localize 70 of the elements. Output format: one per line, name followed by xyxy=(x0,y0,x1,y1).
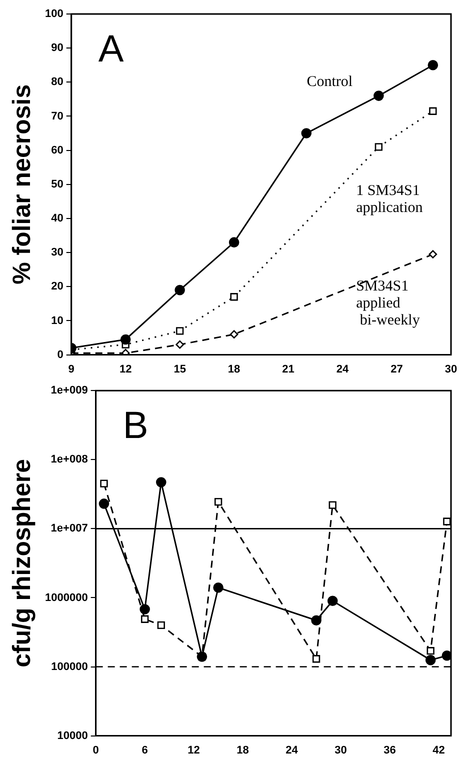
chart-title: B xyxy=(122,405,148,448)
y-tick-label: 1e+009 xyxy=(50,384,88,397)
y-tick-label: 40 xyxy=(51,212,64,225)
y-tick-label: 1000000 xyxy=(44,592,88,604)
y-tick-label: 1e+007 xyxy=(50,522,88,535)
point xyxy=(301,128,312,138)
point xyxy=(426,647,434,655)
x-tick-label: 12 xyxy=(188,744,200,756)
x-tick-label: 21 xyxy=(282,363,294,376)
point xyxy=(213,582,224,593)
point xyxy=(327,596,338,606)
point xyxy=(176,340,184,349)
y-tick-label: 30 xyxy=(51,246,64,259)
point xyxy=(140,604,150,614)
x-tick-label: 6 xyxy=(142,744,148,756)
y-tick-label: 1e+008 xyxy=(50,454,88,466)
chart-title: A xyxy=(98,28,124,70)
y-tick-label: 20 xyxy=(51,280,64,293)
y-tick-label: 0 xyxy=(57,348,64,361)
point xyxy=(328,501,336,509)
x-tick-label: 30 xyxy=(334,744,347,756)
point xyxy=(100,480,108,488)
x-tick-label: 24 xyxy=(286,744,299,756)
y-tick-label: 50 xyxy=(51,178,64,190)
x-tick-label: 0 xyxy=(92,744,99,756)
x-tick-label: 18 xyxy=(228,363,240,376)
x-tick-label: 9 xyxy=(68,363,74,376)
point xyxy=(121,348,130,355)
point xyxy=(214,498,222,506)
point xyxy=(428,250,438,258)
x-tick-label: 30 xyxy=(444,363,458,376)
y-tick-label: 90 xyxy=(51,42,64,54)
point xyxy=(311,615,322,626)
annotation: Control xyxy=(306,74,353,90)
point xyxy=(176,327,184,335)
point xyxy=(174,284,185,296)
point xyxy=(157,621,165,630)
x-tick-label: 18 xyxy=(236,744,249,756)
point xyxy=(228,237,240,248)
y-tick-label: 100 xyxy=(44,8,64,20)
y-tick-label: 10000 xyxy=(57,730,88,742)
x-tick-label: 15 xyxy=(174,363,186,376)
x-tick-label: 27 xyxy=(390,363,403,376)
point xyxy=(442,650,451,661)
y-axis-title: cfu/g rhizosphere xyxy=(8,458,36,668)
y-axis-title: % foliar necrosis xyxy=(8,84,36,284)
point xyxy=(428,60,438,70)
point xyxy=(374,143,383,151)
point xyxy=(312,655,320,663)
point xyxy=(98,498,110,509)
y-tick-label: 100000 xyxy=(51,660,88,673)
point xyxy=(120,334,131,345)
y-tick-label: 80 xyxy=(51,76,64,88)
annotation: 1 SM34S1 application xyxy=(356,183,424,216)
point xyxy=(230,293,238,301)
x-tick-label: 36 xyxy=(384,744,396,756)
point xyxy=(374,90,384,101)
point xyxy=(429,107,437,115)
point xyxy=(443,518,451,526)
x-tick-label: 12 xyxy=(119,363,132,376)
y-tick-label: 10 xyxy=(51,314,64,327)
y-tick-label: 70 xyxy=(51,110,64,122)
annotation: SM34S1 applied bi-weekly xyxy=(356,278,420,329)
point xyxy=(156,477,166,488)
x-tick-label: 24 xyxy=(336,363,350,376)
y-tick-label: 60 xyxy=(51,144,64,156)
point xyxy=(425,654,436,666)
point xyxy=(140,615,149,623)
point xyxy=(230,330,238,338)
x-tick-label: 42 xyxy=(432,744,445,756)
